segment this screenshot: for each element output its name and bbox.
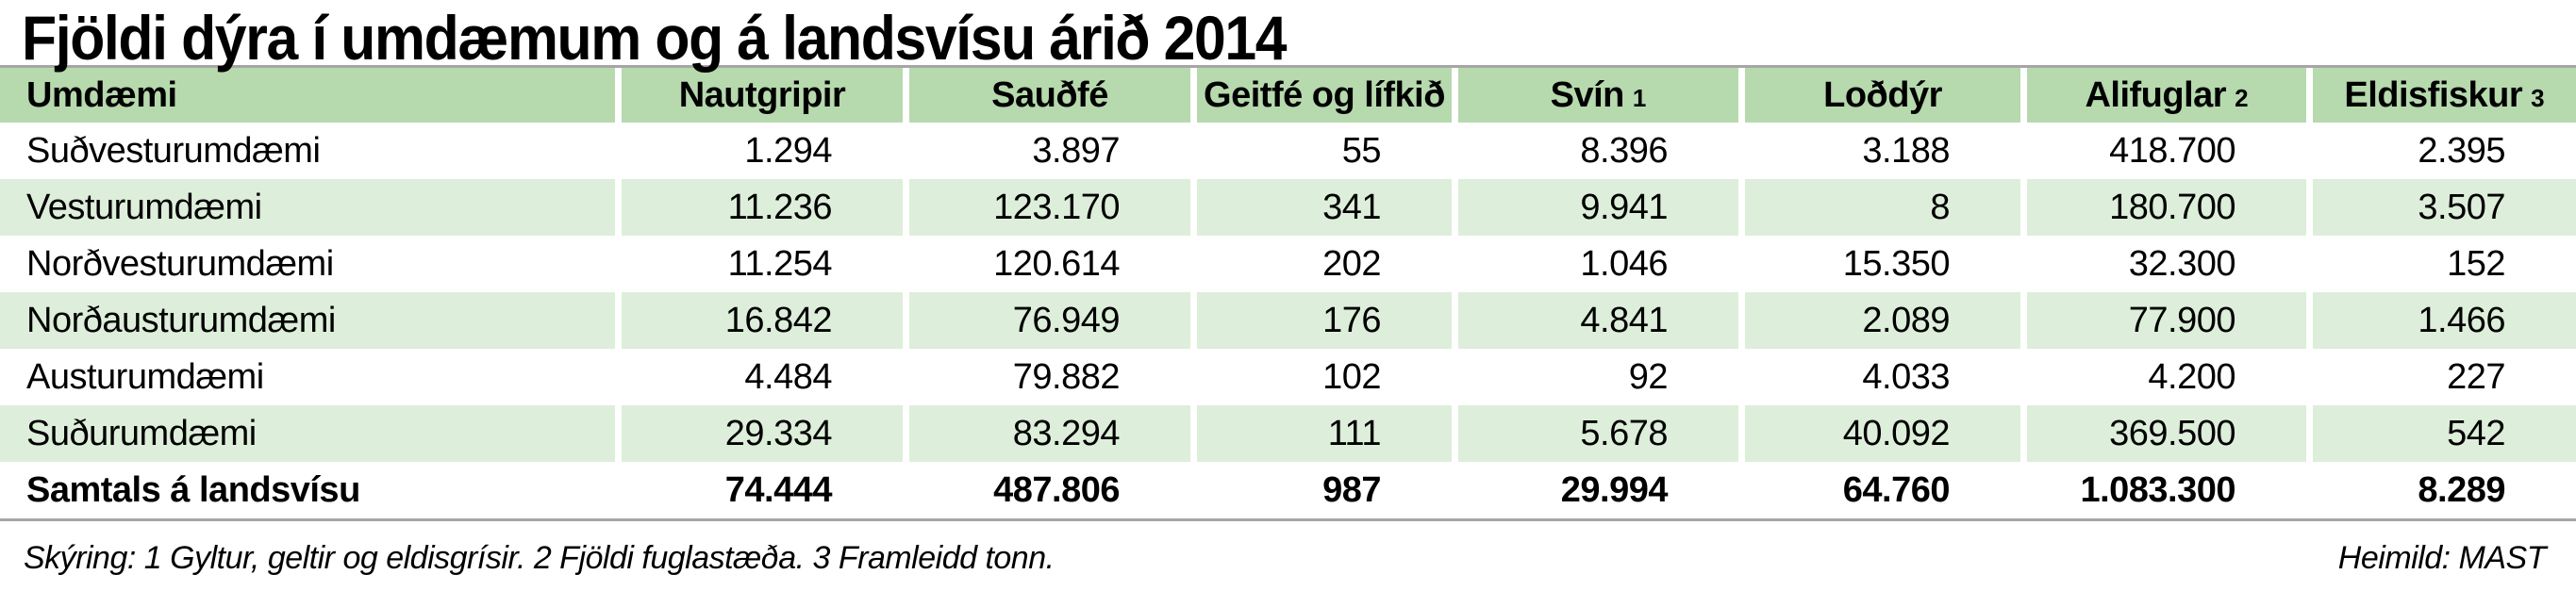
value-cell: 4.033: [1738, 349, 2020, 405]
footnote-text: Skýring: 1 Gyltur, geltir og eldisgrísir…: [24, 540, 1055, 576]
col-header-label: Sauðfé: [991, 74, 1108, 115]
value-cell: 418.700: [2020, 123, 2306, 179]
value-cell: 29.334: [615, 405, 903, 462]
value-cell: 3.188: [1738, 123, 2020, 179]
source-credit: Heimild: MAST: [2337, 540, 2547, 576]
value-cell: 32.300: [2020, 236, 2306, 292]
table-header-row: Umdæmi Nautgripir Sauðfé Geitfé og lífki…: [0, 68, 2576, 123]
value-cell: 3.507: [2306, 179, 2576, 236]
footnote-ref-3: 3: [2531, 83, 2545, 112]
title-divider: [0, 65, 2576, 68]
value-cell: 11.236: [615, 179, 903, 236]
value-cell: 227: [2306, 349, 2576, 405]
table-row-nordvesturumdaemi: Norðvesturumdæmi 11.254 120.614 202 1.04…: [0, 236, 2576, 292]
row-label-cell: Suðurumdæmi: [0, 405, 615, 462]
col-header-label: Geitfé og lífkið: [1204, 74, 1445, 115]
value-cell: 1.294: [615, 123, 903, 179]
value-cell: 4.200: [2020, 349, 2306, 405]
col-header-geitfe: Geitfé og lífkið: [1190, 68, 1452, 123]
value-cell: 120.614: [903, 236, 1190, 292]
col-header-label: Eldisfiskur: [2344, 74, 2523, 115]
value-cell: 3.897: [903, 123, 1190, 179]
bottom-divider: [0, 518, 2576, 521]
table-row-sudurumdaemi: Suðurumdæmi 29.334 83.294 111 5.678 40.0…: [0, 405, 2576, 462]
table-row-vesturumdaemi: Vesturumdæmi 11.236 123.170 341 9.941 8 …: [0, 179, 2576, 236]
col-header-nautgripir: Nautgripir: [615, 68, 903, 123]
footnote-ref-2: 2: [2235, 83, 2249, 112]
footer: Skýring: 1 Gyltur, geltir og eldisgrísir…: [0, 521, 2576, 577]
value-cell: 2.089: [1738, 292, 2020, 349]
col-header-alifuglar: Alifuglar 2: [2020, 68, 2306, 123]
value-cell: 92: [1452, 349, 1738, 405]
value-cell: 76.949: [903, 292, 1190, 349]
value-cell: 4.841: [1452, 292, 1738, 349]
animals-table: Umdæmi Nautgripir Sauðfé Geitfé og lífki…: [0, 68, 2576, 518]
value-cell: 369.500: [2020, 405, 2306, 462]
footnote-ref-1: 1: [1632, 83, 1647, 112]
value-cell: 29.994: [1452, 462, 1738, 518]
table-row-sudvesturumdaemi: Suðvesturumdæmi 1.294 3.897 55 8.396 3.1…: [0, 123, 2576, 179]
col-header-label: Umdæmi: [26, 74, 177, 115]
col-header-label: Nautgripir: [678, 74, 846, 115]
value-cell: 341: [1190, 179, 1452, 236]
value-cell: 64.760: [1738, 462, 2020, 518]
value-cell: 83.294: [903, 405, 1190, 462]
row-label-cell: Samtals á landsvísu: [26, 469, 360, 510]
col-header-label: Svín: [1550, 74, 1625, 115]
value-cell: 79.882: [903, 349, 1190, 405]
page-title: Fjöldi dýra í umdæmum og á landsvísu ári…: [22, 3, 1288, 73]
value-cell: 9.941: [1452, 179, 1738, 236]
col-header-label: Alifuglar: [2085, 74, 2227, 115]
col-header-svin: Svín 1: [1452, 68, 1738, 123]
col-header-umdaemi: Umdæmi: [0, 68, 615, 123]
value-cell: 111: [1190, 405, 1452, 462]
value-cell: 77.900: [2020, 292, 2306, 349]
value-cell: 487.806: [903, 462, 1190, 518]
value-cell: 1.046: [1452, 236, 1738, 292]
value-cell: 123.170: [903, 179, 1190, 236]
value-cell: 11.254: [615, 236, 903, 292]
value-cell: 1.466: [2306, 292, 2576, 349]
table-row-nordausturumdaemi: Norðausturumdæmi 16.842 76.949 176 4.841…: [0, 292, 2576, 349]
value-cell: 180.700: [2020, 179, 2306, 236]
table-row-total: Samtals á landsvísu 74.444 487.806 987 2…: [0, 462, 2576, 518]
value-cell: 1.083.300: [2020, 462, 2306, 518]
infographic-page: Fjöldi dýra í umdæmum og á landsvísu ári…: [0, 3, 2576, 577]
value-cell: 4.484: [615, 349, 903, 405]
row-label-cell: Norðvesturumdæmi: [26, 243, 334, 284]
row-label-cell: Norðausturumdæmi: [0, 292, 615, 349]
value-cell: 16.842: [615, 292, 903, 349]
col-header-saudfe: Sauðfé: [903, 68, 1190, 123]
value-cell: 40.092: [1738, 405, 2020, 462]
table-row-austurumdaemi: Austurumdæmi 4.484 79.882 102 92 4.033 4…: [0, 349, 2576, 405]
value-cell: 8.396: [1452, 123, 1738, 179]
value-cell: 2.395: [2306, 123, 2576, 179]
value-cell: 8.289: [2306, 462, 2576, 518]
col-header-label: Loðdýr: [1823, 74, 1942, 115]
row-label-cell: Vesturumdæmi: [0, 179, 615, 236]
value-cell: 542: [2306, 405, 2576, 462]
col-header-lodyr: Loðdýr: [1738, 68, 2020, 123]
value-cell: 176: [1190, 292, 1452, 349]
value-cell: 102: [1190, 349, 1452, 405]
col-header-eldisfiskur: Eldisfiskur 3: [2306, 68, 2576, 123]
value-cell: 987: [1190, 462, 1452, 518]
value-cell: 5.678: [1452, 405, 1738, 462]
value-cell: 15.350: [1738, 236, 2020, 292]
value-cell: 55: [1190, 123, 1452, 179]
row-label-cell: Austurumdæmi: [26, 356, 264, 397]
row-label-cell: Suðvesturumdæmi: [26, 130, 321, 171]
value-cell: 152: [2306, 236, 2576, 292]
value-cell: 8: [1738, 179, 2020, 236]
value-cell: 74.444: [615, 462, 903, 518]
value-cell: 202: [1190, 236, 1452, 292]
